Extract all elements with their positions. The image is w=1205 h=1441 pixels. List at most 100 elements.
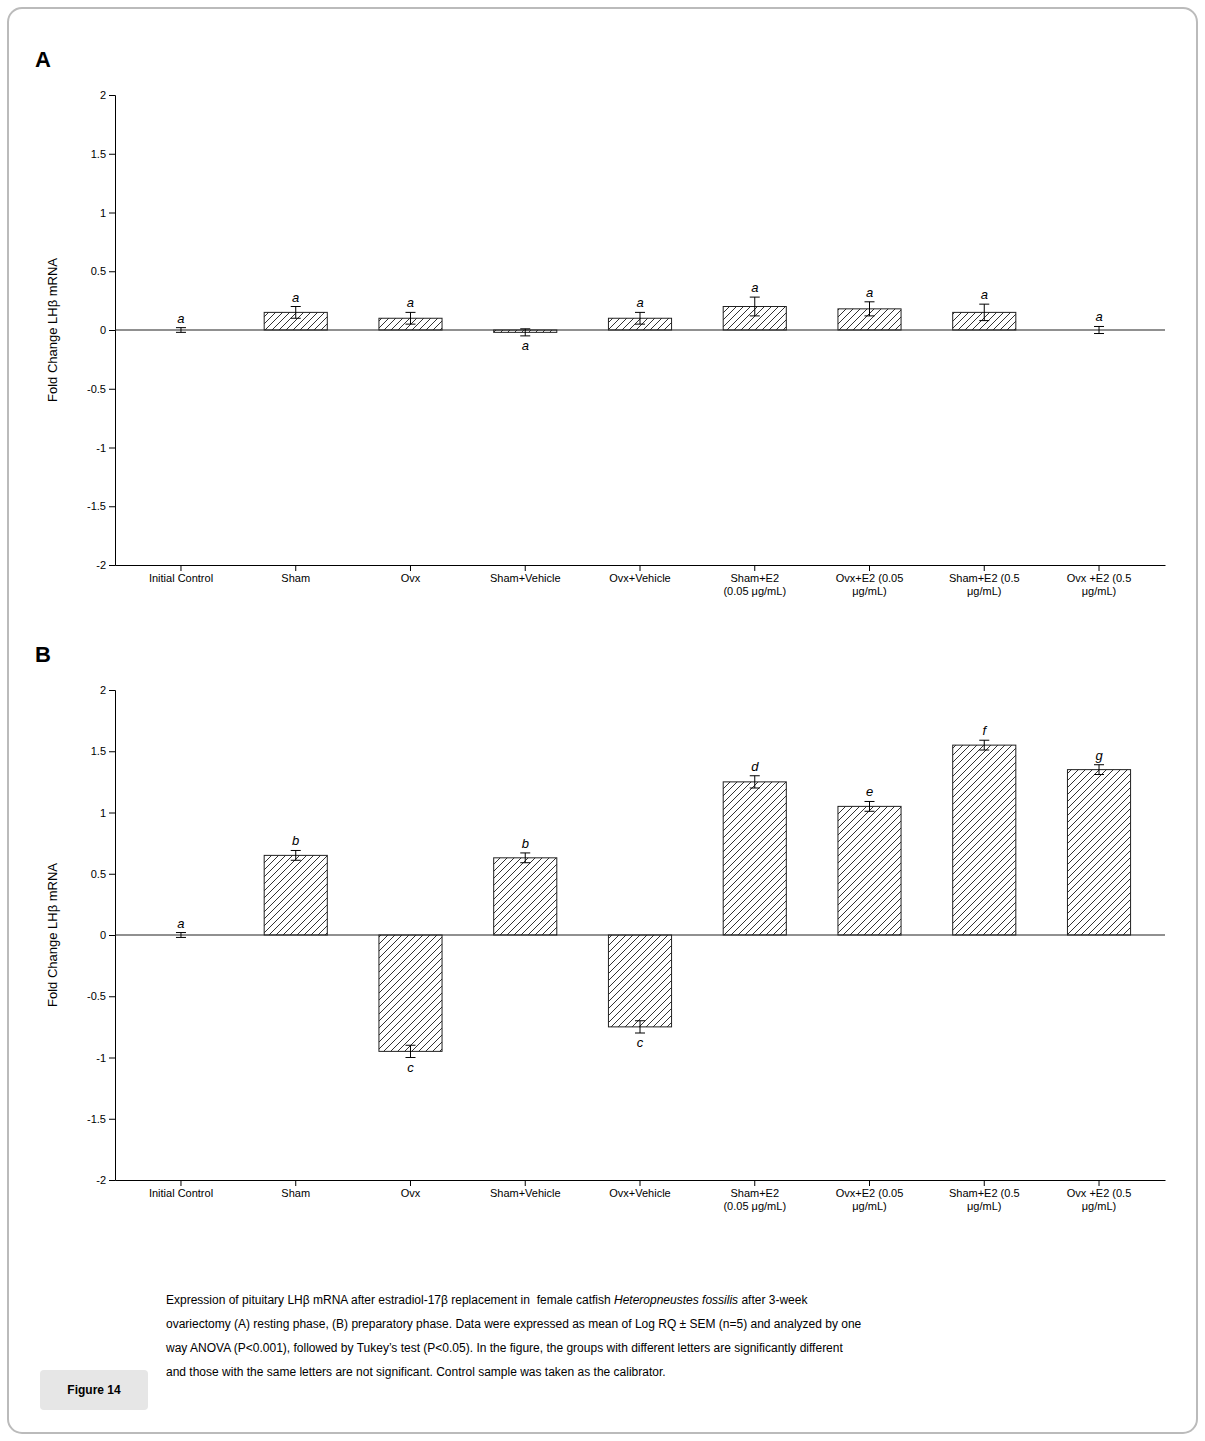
x-tick: Ovx+E2 (0.05μg/mL) [836,565,904,597]
y-tick: 0.5 [91,868,115,880]
stat-label: a [522,338,529,353]
x-tick-label: Ovx +E2 (0.5μg/mL) [1067,572,1132,597]
x-tick-label: Sham+Vehicle [490,1187,561,1199]
y-tick-mark [109,1058,115,1059]
error-bar [1094,765,1104,775]
x-tick-label: Ovx+Vehicle [609,572,670,584]
page-border [8,8,1197,1433]
y-tick-label: 1 [100,807,106,819]
x-tick-mark [640,1180,641,1186]
stat-label: a [292,290,299,305]
stat-label: a [636,295,643,310]
x-tick: Ovx [401,1180,421,1199]
zero-line [115,329,1165,330]
panel: Initial ControlShamOvxSham+VehicleOvx+Ve… [35,47,1166,597]
y-tick-mark [109,1180,115,1181]
x-tick-label: Ovx [401,572,421,584]
y-tick-mark [109,874,115,875]
x-tick-mark [525,565,526,571]
x-tick-label-line: Sham+Vehicle [490,1187,561,1199]
annotations: aaaaaaaaa [177,280,1102,353]
y-tick-mark [109,751,115,752]
stat-label: b [292,833,299,848]
error-bar [635,1021,645,1033]
error-bar [176,933,186,938]
y-tick: 1.5 [91,148,115,160]
x-tick-label-line: Sham [281,572,310,584]
x-tick-label-line: Ovx+E2 (0.05 [836,572,904,584]
x-tick-label-line: μg/mL) [967,585,1001,597]
x-tick-label-line: Ovx [401,1187,421,1199]
x-tick: Initial Control [149,565,213,584]
x-tick-label-line: Ovx +E2 (0.5 [1067,572,1132,584]
stat-label: f [982,723,987,738]
bar [838,806,901,935]
y-tick: -1.5 [87,500,115,512]
caption-span: after 3-week [738,1293,808,1307]
y-tick: -1.5 [87,1113,115,1125]
y-tick-mark [109,95,115,96]
error-bar [176,328,186,333]
y-tick: 0.5 [91,265,115,277]
x-tick-mark [984,1180,985,1186]
x-tick-label-line: Ovx +E2 (0.5 [1067,1187,1132,1199]
y-tick-mark [109,389,115,390]
error-bar [865,801,875,811]
x-tick: Ovx +E2 (0.5μg/mL) [1067,1180,1132,1212]
x-tick-mark [754,565,755,571]
y-tick: 1.5 [91,745,115,757]
caption-span: Expression of pituitary LHβ mRNA after e… [166,1293,614,1307]
y-tick-label: -1 [96,1052,106,1064]
error-bar [865,302,875,316]
stat-label: b [522,836,529,851]
y-axis-title: Fold Change LHβ mRNA [45,258,60,402]
y-tick-mark [109,330,115,331]
x-tick-label: Sham [281,572,310,584]
x-tick: Sham+E2(0.05 μg/mL) [723,565,786,597]
x-tick-label-line: Sham+E2 (0.5 [949,1187,1020,1199]
x-tick: Sham [281,1180,310,1199]
x-tick-label-line: μg/mL) [967,1200,1001,1212]
y-tick-label: -2 [96,559,106,571]
x-tick: Initial Control [149,1180,213,1199]
y-tick-mark [109,448,115,449]
x-tick-label-line: (0.05 μg/mL) [723,585,786,597]
x-tick-label: Ovx+E2 (0.05μg/mL) [836,1187,904,1212]
y-tick-mark [109,271,115,272]
x-tick-mark [525,1180,526,1186]
y-tick: -1 [96,1052,115,1064]
stat-label: g [1095,748,1103,763]
x-axis: Initial ControlShamOvxSham+VehicleOvx+Ve… [116,565,1166,597]
y-tick: 1 [100,807,115,819]
bar [379,935,442,1051]
panel-label: B [35,642,51,667]
x-tick-label: Sham+E2 (0.5μg/mL) [949,1187,1020,1212]
figure-badge: Figure 14 [40,1370,148,1410]
bar [494,858,557,935]
y-tick-mark [109,506,115,507]
y-tick-mark [109,813,115,814]
x-tick-label-line: Initial Control [149,572,213,584]
x-tick-mark [1099,1180,1100,1186]
x-tick-label-line: Initial Control [149,1187,213,1199]
x-tick-mark [180,1180,181,1186]
x-tick-label: Sham [281,1187,310,1199]
y-tick-label: 2 [100,684,106,696]
error-bar [979,304,989,320]
zero-line [115,934,1165,935]
y-tick: -0.5 [87,990,115,1002]
stat-label: a [177,916,184,931]
y-tick: 0 [100,324,115,336]
stat-label: a [981,287,988,302]
x-tick: Ovx+Vehicle [609,1180,670,1199]
stat-label: e [866,784,873,799]
bar [1067,770,1130,935]
x-tick-label-line: μg/mL) [852,585,886,597]
x-tick-label: Ovx [401,1187,421,1199]
y-tick: -1 [96,442,115,454]
figure: Initial Control Sham Ovx Sham+Vehicle Ovx+Ve… [0,0,1205,1441]
error-bar [635,312,645,324]
stat-label: a [407,295,414,310]
y-axis: -2-1.5-1-0.500.511.52 [87,684,115,1186]
x-tick-label-line: μg/mL) [852,1200,886,1212]
